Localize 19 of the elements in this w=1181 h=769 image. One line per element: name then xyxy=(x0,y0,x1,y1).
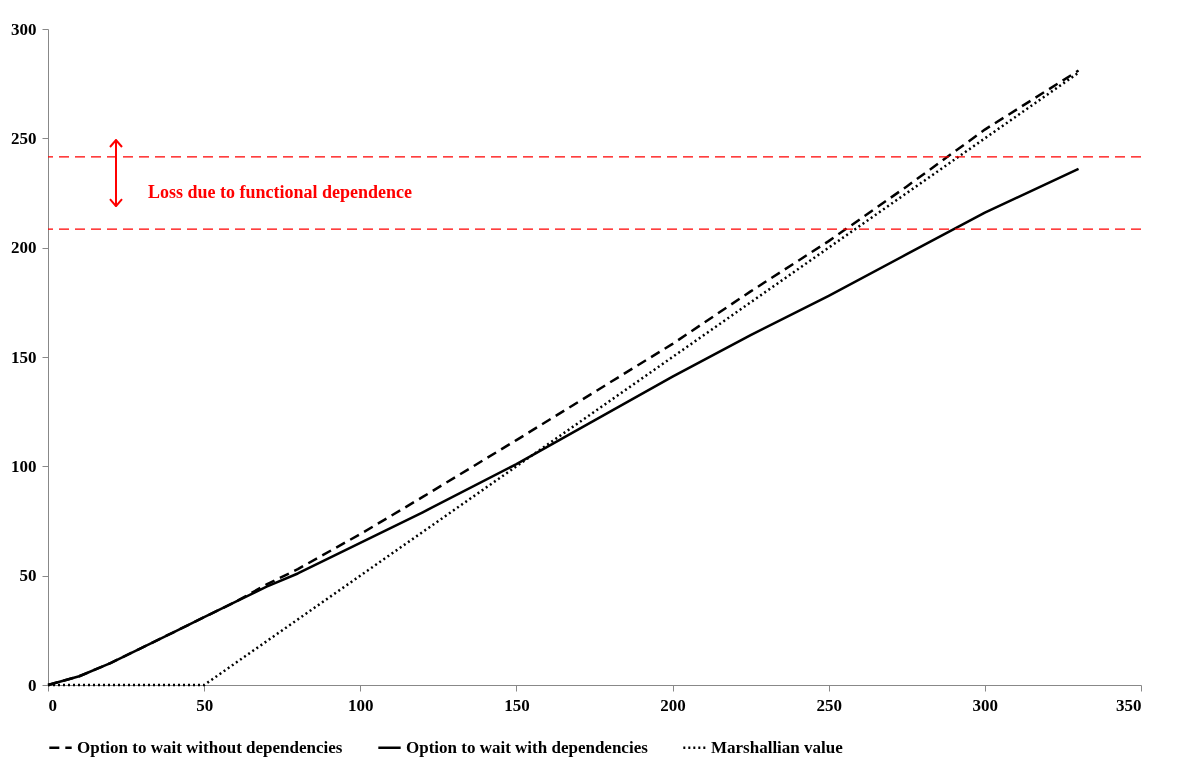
x-tick-label: 150 xyxy=(504,695,530,715)
x-tick-label: 250 xyxy=(816,695,842,715)
y-tick-label: 50 xyxy=(19,566,37,586)
legend-label: Option to wait with dependencies xyxy=(406,737,649,757)
legend-label: Marshallian value xyxy=(711,737,844,757)
y-tick-label: 150 xyxy=(11,347,37,367)
x-tick-label: 200 xyxy=(660,695,686,715)
legend-label: Option to wait without dependencies xyxy=(77,737,343,757)
x-tick-label: 50 xyxy=(196,695,214,715)
y-tick-label: 200 xyxy=(11,238,37,258)
y-tick-label: 300 xyxy=(11,19,37,39)
x-tick-label: 300 xyxy=(972,695,999,715)
y-tick-label: 0 xyxy=(28,675,37,695)
y-tick-label: 250 xyxy=(11,128,37,148)
y-tick-label: 100 xyxy=(11,456,37,476)
annotation: Loss due to functional dependence xyxy=(148,182,413,202)
x-tick-label: 350 xyxy=(1116,695,1142,715)
x-tick-label: 0 xyxy=(48,695,57,715)
x-tick-label: 100 xyxy=(348,695,374,715)
